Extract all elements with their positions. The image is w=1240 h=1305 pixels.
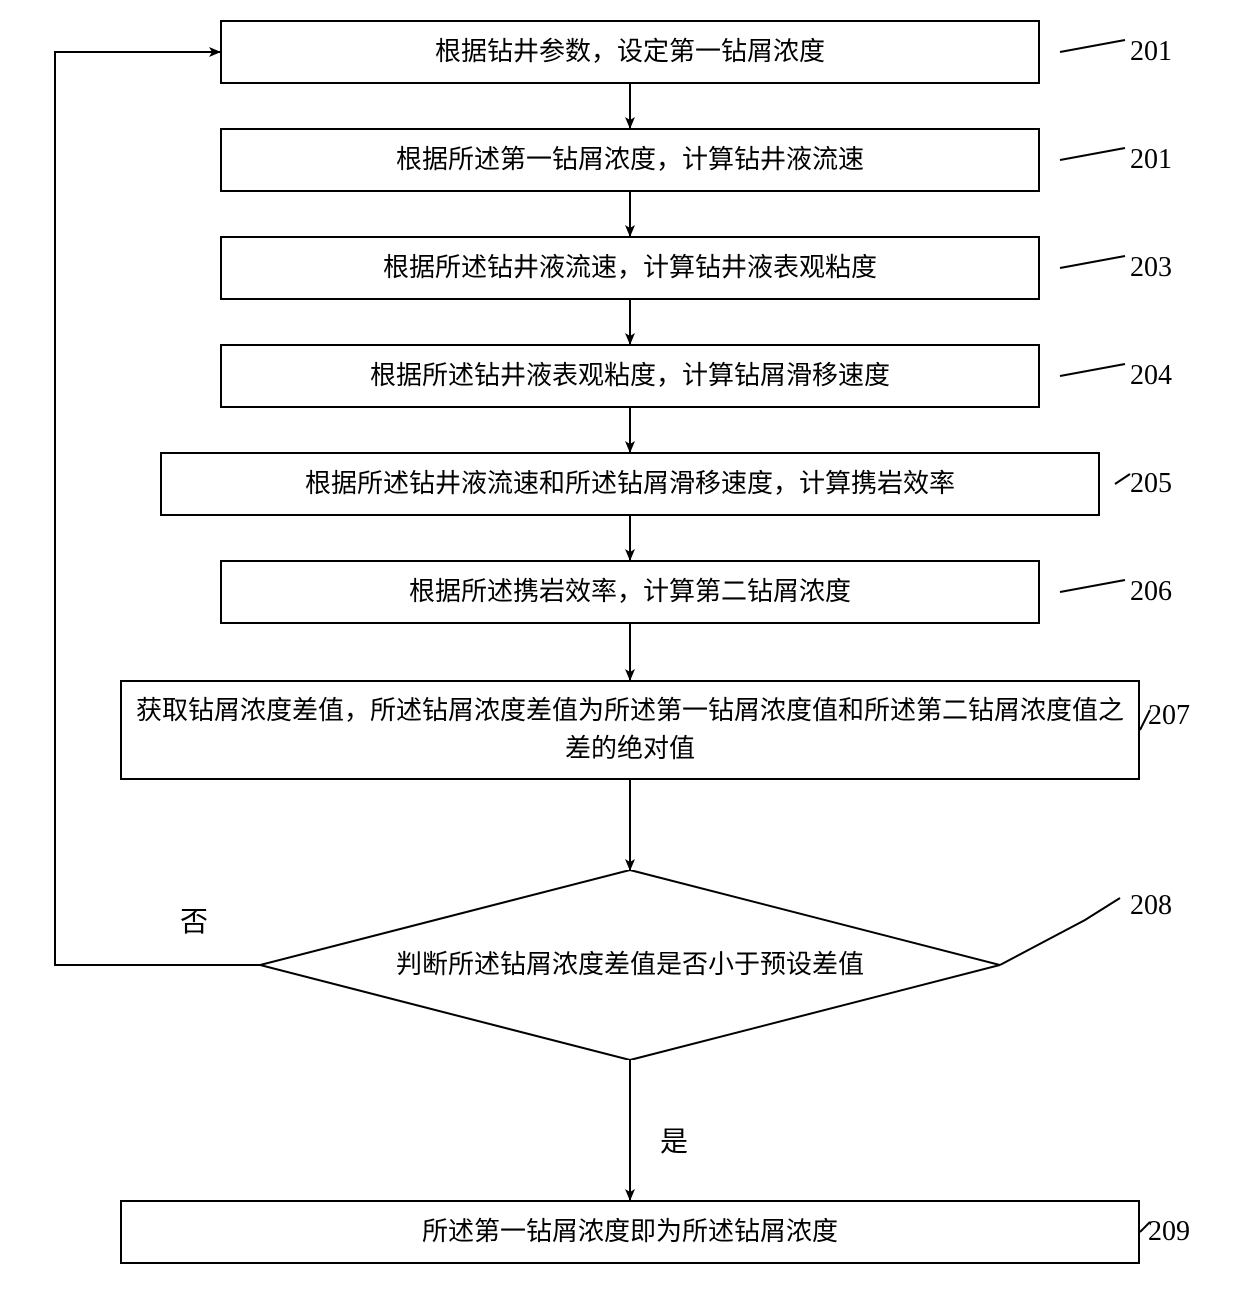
step-number-label: 206: [1130, 576, 1172, 608]
flow-step: 根据钻井参数，设定第一钻屑浓度: [220, 20, 1040, 84]
flow-decision: 判断所述钻屑浓度差值是否小于预设差值: [260, 870, 1000, 1060]
step-number-label: 203: [1130, 252, 1172, 284]
step-number-label: 205: [1130, 468, 1172, 500]
step-number-label: 209: [1148, 1216, 1190, 1248]
flow-step: 根据所述第一钻屑浓度，计算钻井液流速: [220, 128, 1040, 192]
edge-label: 是: [660, 1120, 688, 1160]
connector-layer: [0, 0, 1240, 1305]
step-number-label: 207: [1148, 700, 1190, 732]
flow-step: 根据所述钻井液流速，计算钻井液表观粘度: [220, 236, 1040, 300]
step-number-label: 201: [1130, 36, 1172, 68]
flow-step: 所述第一钻屑浓度即为所述钻屑浓度: [120, 1200, 1140, 1264]
step-number-label: 201: [1130, 144, 1172, 176]
flowchart-canvas: 是 否 根据钻井参数，设定第一钻屑浓度 201 根据所述第一钻屑浓度，计算钻井液流速 20…: [0, 0, 1240, 1305]
flow-step: 根据所述钻井液流速和所述钻屑滑移速度，计算携岩效率: [160, 452, 1100, 516]
step-number-label: 208: [1130, 890, 1172, 922]
edge-label: 否: [180, 900, 208, 940]
flow-step: 根据所述携岩效率，计算第二钻屑浓度: [220, 560, 1040, 624]
flow-step: 根据所述钻井液表观粘度，计算钻屑滑移速度: [220, 344, 1040, 408]
step-number-label: 204: [1130, 360, 1172, 392]
flow-step: 获取钻屑浓度差值，所述钻屑浓度差值为所述第一钻屑浓度值和所述第二钻屑浓度值之差的…: [120, 680, 1140, 780]
